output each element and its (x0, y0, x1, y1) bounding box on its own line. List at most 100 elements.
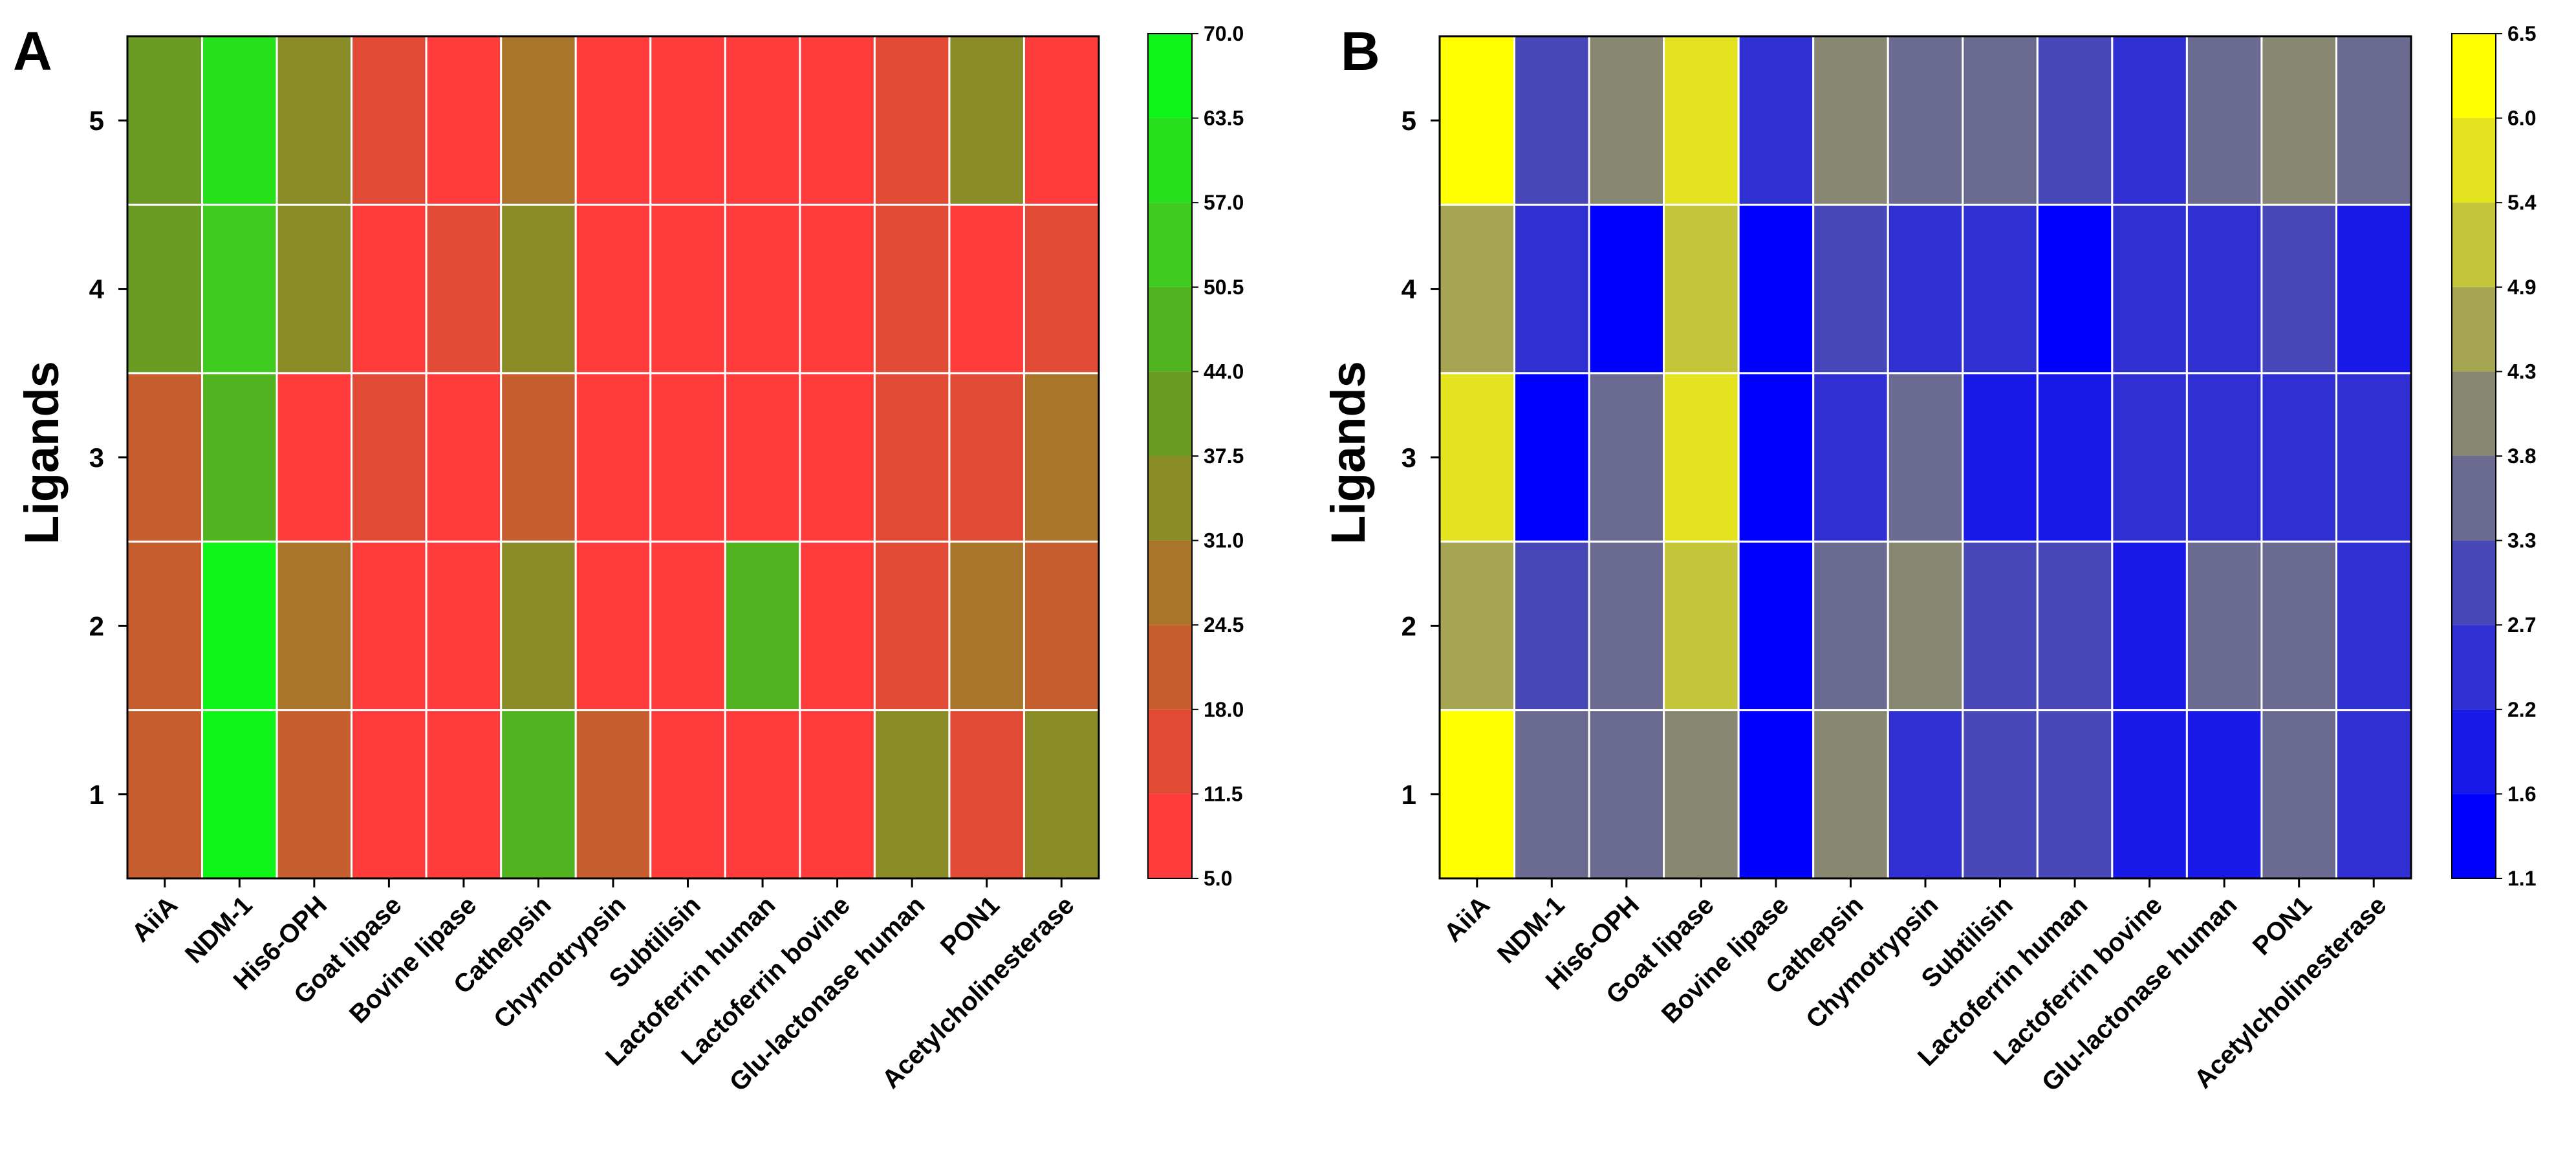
heatmap-cell (2111, 35, 2188, 206)
y-tick-label: 1 (89, 779, 104, 810)
heatmap-cell (1887, 203, 1964, 375)
heatmap-cell (2111, 709, 2188, 880)
colorbar-segment (1148, 118, 1192, 203)
heatmap-cell (1737, 203, 1815, 375)
heatmap-cell (649, 35, 726, 206)
heatmap-cell (2111, 372, 2188, 543)
heatmap-cell (649, 709, 726, 880)
colorbar-tick-label: 31.0 (1204, 529, 1244, 552)
heatmap-cell (1812, 35, 1889, 206)
heatmap-cell (1663, 35, 1740, 206)
heatmap-cell (1737, 709, 1815, 880)
heatmap-cell (201, 540, 278, 712)
heatmap-cell (351, 709, 428, 880)
heatmap-cell (1812, 540, 1889, 712)
y-tick-label: 1 (1402, 779, 1416, 810)
colorbar-tick-label: 2.7 (2507, 613, 2536, 636)
x-tick-label: Chymotrypsin (488, 891, 631, 1034)
colorbar-tick-label: 37.5 (1204, 444, 1244, 468)
heatmap-cell (799, 709, 876, 880)
heatmap-cell (1737, 540, 1815, 712)
heatmap-cell (351, 35, 428, 206)
x-tick-label: AiiA (126, 891, 183, 948)
heatmap-cell (2260, 540, 2337, 712)
heatmap-cell (649, 540, 726, 712)
heatmap-cell (1962, 709, 2039, 880)
colorbar-tick-label: 6.0 (2507, 107, 2536, 130)
heatmap-cell (1438, 203, 1516, 375)
colorbar-segment (2452, 625, 2496, 710)
heatmap-cell (799, 540, 876, 712)
heatmap-cell (799, 203, 876, 375)
heatmap-cell (1513, 35, 1590, 206)
heatmap-cell (1962, 203, 2039, 375)
colorbar-segment (1148, 540, 1192, 625)
heatmap-cell (1962, 540, 2039, 712)
heatmap-cell (1737, 35, 1815, 206)
heatmap-cell (2185, 203, 2263, 375)
colorbar-tick-label: 3.8 (2507, 444, 2536, 468)
heatmap-cell (873, 35, 951, 206)
colorbar-segment (1148, 625, 1192, 710)
heatmap-cell (2185, 372, 2263, 543)
heatmap-cell (1023, 35, 1100, 206)
heatmap-cell (1513, 372, 1590, 543)
heatmap-cell (1023, 203, 1100, 375)
heatmap-cell (500, 372, 577, 543)
heatmap-cell (201, 35, 278, 206)
heatmap-cell (201, 372, 278, 543)
heatmap-cell (1023, 372, 1100, 543)
colorbar-tick-label: 6.5 (2507, 22, 2536, 45)
heatmap-cell (724, 35, 801, 206)
colorbar-tick-label: 63.5 (1204, 107, 1244, 130)
y-tick-label: 3 (1402, 442, 1416, 473)
heatmap-cell (2111, 203, 2188, 375)
colorbar-tick-label: 4.9 (2507, 276, 2536, 299)
y-tick-label: 4 (1402, 274, 1417, 305)
heatmap-cell (574, 35, 652, 206)
colorbar-segment (2452, 202, 2496, 287)
colorbar-tick-label: 5.0 (1204, 867, 1232, 890)
heatmap-cell (425, 203, 503, 375)
heatmap-cell (574, 372, 652, 543)
heatmap-cell (500, 709, 577, 880)
heatmap-cell (1588, 372, 1665, 543)
colorbar-tick-label: 57.0 (1204, 191, 1244, 214)
heatmap-cell (2111, 540, 2188, 712)
y-tick-label: 2 (89, 611, 104, 641)
heatmap-cell (1887, 372, 1964, 543)
heatmap-cell (1438, 540, 1516, 712)
heatmap-cell (425, 709, 503, 880)
heatmap-cell (799, 372, 876, 543)
heatmap-cell (873, 709, 951, 880)
heatmap-cell (2185, 35, 2263, 206)
heatmap-cell (1438, 35, 1516, 206)
colorbar-segment (1148, 456, 1192, 541)
y-tick-label: 5 (89, 105, 104, 136)
heatmap-cell (1962, 35, 2039, 206)
heatmap-cell (2036, 709, 2114, 880)
heatmap-cell (1513, 709, 1590, 880)
heatmap-cell (2036, 203, 2114, 375)
y-tick-label: 3 (89, 442, 104, 473)
heatmap-cell (1663, 540, 1740, 712)
heatmap-cell (948, 540, 1025, 712)
heatmap-cell (1513, 203, 1590, 375)
heatmap-cell (1438, 372, 1516, 543)
heatmap-cell (126, 372, 204, 543)
heatmap-cell (201, 709, 278, 880)
heatmap-cell (1663, 372, 1740, 543)
colorbar-segment (2452, 371, 2496, 456)
heatmap-cell (873, 372, 951, 543)
heatmap-cell (1887, 709, 1964, 880)
heatmap-cell (724, 709, 801, 880)
heatmap-cell (2260, 709, 2337, 880)
colorbar-tick-label: 3.3 (2507, 529, 2536, 552)
colorbar-segment (1148, 794, 1192, 878)
heatmap-cell (425, 540, 503, 712)
heatmap-cell (351, 372, 428, 543)
heatmap-cell (500, 35, 577, 206)
y-tick-label: 4 (89, 274, 105, 305)
